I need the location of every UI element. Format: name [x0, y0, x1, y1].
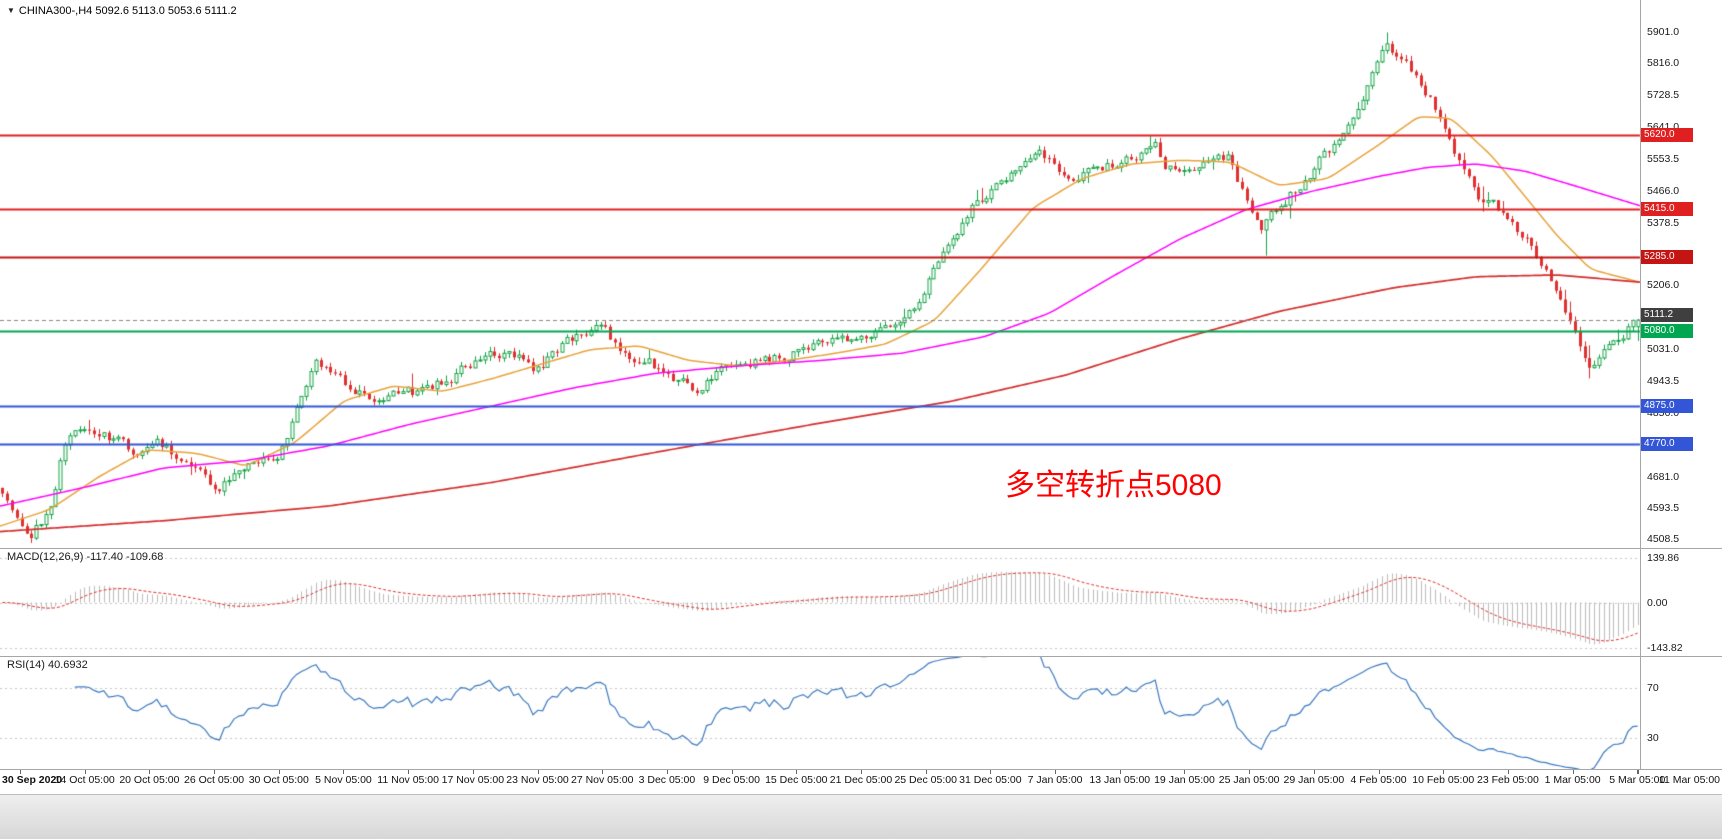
price-tick-label: 5901.0 [1647, 26, 1680, 39]
time-tick [84, 770, 86, 774]
rsi-tick-label: 70 [1647, 682, 1659, 695]
time-axis-label: 23 Feb 05:00 [1476, 774, 1539, 786]
price-tick-label: 5031.0 [1647, 343, 1680, 356]
price-tick-label: 5728.5 [1647, 89, 1680, 102]
macd-label: MACD(12,26,9) -117.40 -109.68 [7, 551, 163, 563]
time-axis[interactable]: 30 Sep 2020 14 Oct 05:00 20 Oct 05:00 26 Oc… [0, 770, 1722, 793]
time-axis-label: 14 Oct 05:00 [54, 774, 115, 786]
panel-separator[interactable] [0, 769, 1722, 770]
time-tick [1443, 770, 1445, 774]
time-axis-label: 5 Nov 05:00 [315, 774, 372, 786]
time-tick [1249, 770, 1251, 774]
time-axis-label: 25 Dec 05:00 [894, 774, 957, 786]
ohlc-values: 5092.6 5113.0 5053.6 5111.2 [95, 5, 237, 17]
symbol-name: CHINA300-,H4 [18, 5, 93, 17]
time-tick [1638, 770, 1639, 774]
price-tick-label: 5816.0 [1647, 57, 1680, 70]
time-axis-label: 13 Jan 05:00 [1089, 774, 1151, 786]
time-tick [925, 770, 927, 774]
time-tick [861, 770, 862, 774]
time-axis-label: 10 Feb 05:00 [1412, 774, 1475, 786]
price-tick-label: 5206.0 [1647, 279, 1680, 292]
time-tick [1378, 770, 1380, 774]
time-axis-label: 9 Dec 05:00 [703, 774, 760, 786]
macd-tick-label: 0.00 [1647, 596, 1668, 609]
price-tick-label: 5466.0 [1647, 184, 1680, 197]
time-axis-label: 21 Dec 05:00 [829, 774, 893, 786]
time-axis-label: 30 Sep 2020 [2, 774, 63, 786]
rsi-label: RSI(14) 40.6932 [7, 659, 88, 671]
macd-name: MACD(12,26,9) [7, 551, 84, 563]
window-bottom-strip [0, 794, 1722, 839]
macd-chart-canvas[interactable] [0, 549, 1722, 656]
time-tick [1507, 770, 1509, 774]
time-axis-label: 1 Mar 05:00 [1544, 774, 1601, 786]
rsi-chart-canvas[interactable] [0, 657, 1722, 769]
time-axis-label: 15 Dec 05:00 [765, 774, 828, 786]
annotation-text[interactable]: 多空转折点5080 [1005, 469, 1222, 502]
time-tick [537, 770, 539, 774]
panel-separator[interactable] [0, 548, 1722, 549]
level-price-badge: 5415.0 [1641, 202, 1693, 217]
time-axis-label: 11 Nov 05:00 [377, 774, 439, 786]
time-axis-label: 5 Mar 05:00 [1609, 774, 1666, 786]
time-axis-label: 19 Jan 05:00 [1154, 774, 1215, 786]
time-tick [214, 770, 216, 774]
symbol-ohlc-readout: ▼ CHINA300-,H4 5092.6 5113.0 5053.6 5111.… [7, 5, 237, 17]
time-tick [1572, 770, 1574, 774]
time-tick [278, 770, 280, 774]
time-axis-label: 30 Oct 05:00 [248, 774, 309, 786]
time-axis-label: 29 Jan 05:00 [1283, 774, 1345, 786]
time-tick [1184, 770, 1186, 774]
time-tick [1055, 770, 1057, 774]
time-tick [666, 770, 668, 774]
panel-separator[interactable] [0, 656, 1722, 657]
time-axis-label: 4 Feb 05:00 [1350, 774, 1407, 786]
axis-separator [1640, 0, 1641, 769]
rsi-tick-label: 30 [1647, 731, 1659, 744]
time-tick [1313, 770, 1315, 774]
rsi-name: RSI(14) [7, 659, 45, 671]
time-tick [1119, 770, 1121, 774]
price-tick-label: 4943.5 [1647, 375, 1680, 388]
time-tick [343, 770, 345, 774]
time-axis-label: 27 Nov 05:00 [570, 774, 634, 786]
time-axis-label: 26 Oct 05:00 [184, 774, 245, 786]
time-axis-label: 3 Dec 05:00 [638, 774, 696, 786]
symbol-marker-icon: ▼ [7, 6, 15, 15]
time-axis-label: 20 Oct 05:00 [119, 774, 180, 786]
time-tick [990, 770, 992, 774]
time-axis-label: 7 Jan 05:00 [1027, 774, 1083, 786]
time-tick [1637, 770, 1639, 774]
level-price-badge: 5080.0 [1641, 324, 1693, 339]
candlestick-chart-canvas[interactable] [0, 0, 1722, 548]
level-price-badge: 5620.0 [1641, 127, 1693, 142]
time-axis-label: 17 Nov 05:00 [441, 774, 505, 786]
price-tick-label: 4508.5 [1647, 533, 1680, 546]
time-axis-label: 11 Mar 05:00 [1658, 774, 1720, 786]
time-tick [731, 770, 733, 774]
macd-values: -117.40 -109.68 [86, 551, 164, 563]
time-axis-label: 23 Nov 05:00 [506, 774, 569, 786]
time-tick [20, 770, 21, 774]
price-tick-label: 5553.5 [1647, 152, 1680, 165]
price-tick-label: 4593.5 [1647, 502, 1680, 515]
time-axis-label: 31 Dec 05:00 [959, 774, 1022, 786]
time-tick [602, 770, 604, 774]
price-tick-label: 5378.5 [1647, 216, 1680, 229]
time-axis-label: 25 Jan 05:00 [1218, 774, 1280, 786]
current-price-badge: 5111.2 [1641, 307, 1693, 322]
time-tick [796, 770, 798, 774]
time-tick [149, 770, 151, 774]
level-price-badge: 4875.0 [1641, 398, 1693, 413]
macd-tick-label: -143.82 [1647, 641, 1683, 654]
time-tick [472, 770, 474, 774]
level-price-badge: 4770.0 [1641, 437, 1693, 452]
time-tick [408, 770, 410, 774]
price-tick-label: 4681.0 [1647, 470, 1680, 483]
level-price-badge: 5285.0 [1641, 249, 1693, 264]
rsi-value: 40.6932 [47, 659, 88, 671]
macd-tick-label: 139.86 [1647, 552, 1680, 565]
